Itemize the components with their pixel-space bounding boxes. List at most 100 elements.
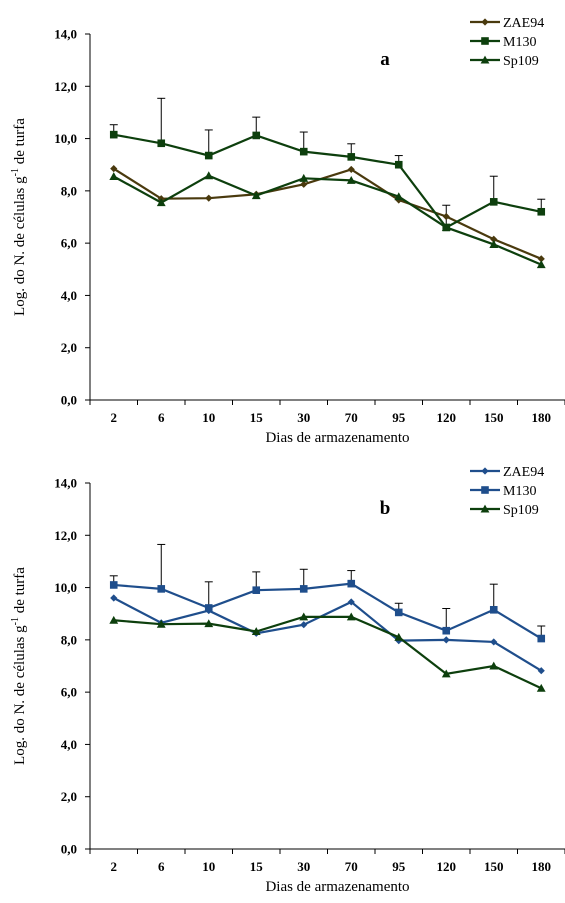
chart-b-data-point [204, 619, 214, 628]
chart-a-series-sp109 [109, 171, 546, 269]
chart-a-data-point [346, 176, 356, 184]
chart-a-x-tick-label: 10 [202, 410, 215, 425]
chart-a-series-line [113, 167, 542, 260]
chart-a-data-point [204, 171, 214, 180]
chart-b-legend-label: ZAE94 [503, 465, 544, 480]
chart-b-data-point [157, 585, 166, 593]
chart-b-y-tick-label: 0,0 [61, 842, 77, 857]
chart-a-x-tick-label: 150 [484, 410, 504, 425]
chart-b-x-axis-label: Dias de armazenamento [265, 879, 409, 895]
chart-a-data-point [536, 260, 546, 269]
chart-b-series-m130 [109, 579, 546, 643]
chart-a-y-tick-label: 4,0 [61, 288, 77, 303]
chart-a-x-tick-label: 30 [297, 410, 310, 425]
chart-a-data-point [299, 147, 308, 156]
chart-b-y-tick-label: 12,0 [54, 528, 77, 543]
chart-b-y-tick-label: 6,0 [61, 685, 77, 700]
chart-b-data-point [537, 634, 546, 643]
chart-a-data-point [347, 153, 356, 161]
chart-a-data-point [157, 139, 166, 148]
chart-a-x-tick-label: 70 [345, 410, 358, 425]
chart-a-y-tick-label: 8,0 [61, 183, 77, 198]
chart-a-x-tick-label: 15 [250, 410, 264, 425]
chart-a-series-line [113, 133, 542, 229]
chart-b-y-tick-label: 2,0 [61, 789, 77, 804]
chart-a-legend-marker [481, 18, 489, 26]
chart-a-y-tick-label: 6,0 [61, 236, 77, 251]
chart-b-legend-marker [481, 467, 489, 475]
chart-b-x-tick-label: 15 [250, 859, 264, 874]
chart-b-data-point [442, 626, 451, 635]
chart-b-x-tick-label: 10 [202, 859, 215, 874]
chart-a-data-point [205, 194, 213, 202]
chart-b-x-tick-label: 95 [392, 859, 406, 874]
chart-a-data-point [537, 207, 546, 216]
chart-a-data-point [489, 240, 499, 248]
chart-a-data-point [300, 180, 308, 188]
chart-a-data-point [347, 165, 355, 174]
chart-a-y-tick-label: 0,0 [61, 393, 77, 408]
chart-b-data-point [347, 579, 356, 588]
chart-b-legend-marker [480, 504, 490, 513]
chart-b-data-point [251, 627, 261, 636]
chart-a-x-axis-label: Dias de armazenamento [265, 430, 409, 446]
chart-a-series-m130 [109, 130, 546, 232]
chart-a-data-point [489, 198, 498, 206]
chart-b-series-line [113, 615, 542, 690]
chart-b-y-axis-label-superscript: -1 [10, 617, 21, 625]
chart-a-data-point [490, 235, 498, 243]
chart-b-y-tick-label: 14,0 [54, 476, 77, 491]
chart-a-y-tick-label: 12,0 [54, 79, 77, 94]
chart-b-y-tick-label: 4,0 [61, 737, 77, 752]
chart-b-y-tick-label: 10,0 [54, 580, 77, 595]
chart-b-series-sp109 [109, 612, 546, 692]
chart-b-y-axis-label-part: de turfa [12, 567, 28, 617]
chart-a-x-tick-label: 95 [392, 410, 406, 425]
chart-b-x-tick-label: 6 [158, 859, 165, 874]
chart-a-y-axis-label-part: Log. do N. de células g [12, 176, 28, 316]
chart-a-svg: 0,0 2,0 4,0 6,0 8,0 10,0 12,0 14,0 2 6 10 15 30 70 95 1… [10, 16, 565, 446]
chart-b-data-point [489, 661, 499, 670]
chart-b-panel-letter: b [380, 498, 391, 519]
chart-a-data-point [537, 255, 545, 263]
chart-b-data-point [347, 598, 355, 606]
chart-a-legend-label: M130 [503, 35, 536, 50]
chart-a-data-point [204, 151, 213, 160]
chart-b-data-point [536, 683, 546, 692]
chart-b-data-point [346, 612, 356, 621]
chart-a-data-point [442, 212, 450, 221]
chart-b-legend-marker [481, 486, 489, 494]
chart-b-series-zae94 [110, 594, 545, 675]
chart-a-series-line [113, 174, 542, 266]
chart-a-y-axis-label-superscript: -1 [10, 168, 21, 176]
chart-b-data-point [394, 632, 404, 641]
chart-panel-a: 0,0 2,0 4,0 6,0 8,0 10,0 12,0 14,0 2 6 10 15 30 70 95 1… [0, 0, 565, 449]
chart-b-x-tick-label: 150 [484, 859, 504, 874]
chart-b-y-axis-label: Log. do N. de células g-1 de turfa [10, 567, 28, 765]
chart-b-y-axis-label-part: Log. do N. de células g [12, 625, 28, 765]
chart-a-y-tick-label: 14,0 [54, 27, 77, 42]
chart-a-x-tick-label: 2 [111, 410, 118, 425]
chart-b-data-point [156, 619, 166, 628]
chart-a-legend-label: ZAE94 [503, 16, 544, 31]
chart-b-x-tick-label: 70 [345, 859, 358, 874]
chart-b-data-point [110, 594, 118, 602]
chart-a-data-point [394, 192, 404, 201]
chart-b-x-tick-label: 180 [532, 859, 552, 874]
chart-b-data-point [394, 608, 403, 617]
chart-a-data-point [251, 191, 261, 200]
chart-b-data-point [300, 621, 308, 629]
chart-a-data-point [110, 165, 118, 173]
chart-a-x-tick-label: 120 [437, 410, 457, 425]
chart-a-y-tick-label: 10,0 [54, 131, 77, 146]
chart-b-y-tick-label: 8,0 [61, 632, 77, 647]
chart-b-data-point [441, 669, 451, 678]
chart-b-series-line [113, 582, 542, 640]
chart-a-panel-letter: a [380, 49, 390, 70]
chart-a-data-point [109, 130, 118, 139]
chart-b-svg: 0,0 2,0 4,0 6,0 8,0 10,0 12,0 14,0 2 6 10 15 30 70 95 1… [10, 465, 565, 895]
chart-b-legend-label: Sp109 [503, 503, 539, 518]
chart-b-series-line [113, 597, 542, 672]
chart-a-data-point [299, 173, 309, 182]
chart-b-data-point [109, 581, 118, 589]
